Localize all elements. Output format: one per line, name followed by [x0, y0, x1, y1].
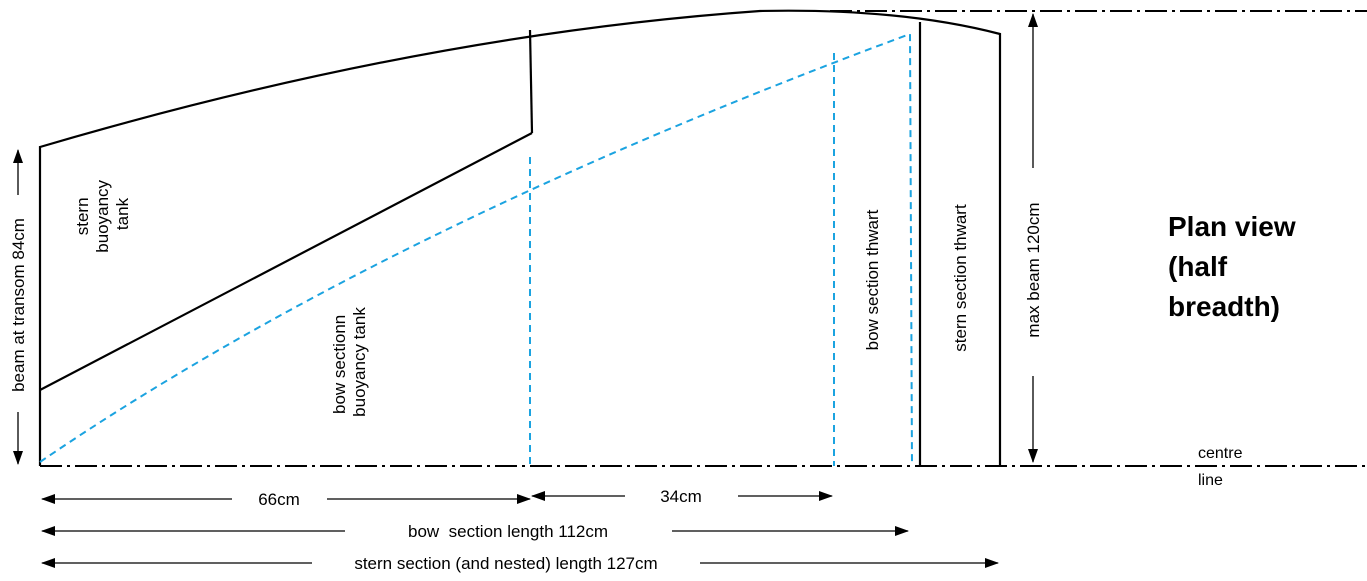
centre-line-label-top: centre: [1198, 445, 1243, 462]
bow-length-label: bow section length 112cm: [408, 522, 608, 541]
stern-length-label: stern section (and nested) length 127cm: [354, 554, 657, 573]
dim-34-label: 34cm: [660, 487, 702, 506]
beam-transom-label: beam at transom 84cm: [9, 218, 28, 392]
bow-tank-label: bow sectionn buoyancy tank: [330, 307, 369, 417]
hull-outline: [38, 9, 1002, 466]
bow-tank-line-1: bow sectionn: [330, 315, 349, 414]
title-line-1: Plan view: [1168, 211, 1296, 242]
centre-line-label-bottom: line: [1198, 472, 1223, 489]
stern-tank-line-3: tank: [113, 197, 132, 230]
stern-tank-line-1: stern: [73, 197, 92, 235]
title-line-2: (half: [1168, 251, 1228, 282]
bow-section-outline: [39, 32, 913, 467]
stern-buoyancy-tank-diagonal: [39, 132, 533, 391]
stern-thwart-label: stern section thwart: [951, 204, 970, 352]
bow-tank-line-2: buoyancy tank: [350, 307, 369, 417]
bow-thwart-label: bow section thwart: [863, 209, 882, 350]
stern-buoyancy-tank-bulkhead: [528, 29, 534, 134]
title-line-3: breadth): [1168, 291, 1280, 322]
stern-tank-label: stern buoyancy tank: [73, 175, 132, 253]
stern-tank-line-2: buoyancy: [93, 179, 112, 252]
max-beam-label: max beam 120cm: [1024, 202, 1043, 337]
plan-view-title: Plan view (half breadth): [1168, 211, 1303, 322]
dim-66-label: 66cm: [258, 490, 300, 509]
